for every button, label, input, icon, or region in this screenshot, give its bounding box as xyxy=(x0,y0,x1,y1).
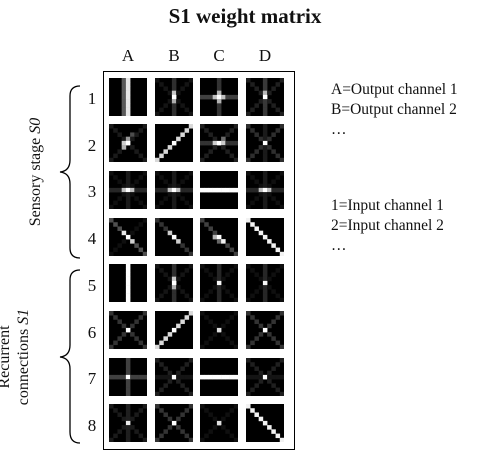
recurrent-connections-brace xyxy=(59,269,81,444)
weight-kernel-5b xyxy=(155,264,193,302)
column-header-a: A xyxy=(121,46,135,65)
weight-kernel-3b xyxy=(155,171,193,209)
output-channel-legend: A=Output channel 1 B=Output channel 2 … xyxy=(331,80,458,140)
weight-kernel-6c xyxy=(200,311,238,349)
column-header-c: C xyxy=(213,46,225,65)
legend-output-a: A=Output channel 1 xyxy=(331,81,458,98)
weight-kernel-2c xyxy=(200,124,238,162)
weight-kernel-4a xyxy=(109,218,147,256)
row-label-3: 3 xyxy=(87,182,97,201)
weight-kernel-6d xyxy=(246,311,284,349)
weight-kernel-5d xyxy=(246,264,284,302)
sensory-stage-brace xyxy=(59,85,81,259)
weight-kernel-2a xyxy=(109,124,147,162)
weight-kernel-3d xyxy=(246,171,284,209)
weight-kernel-1c xyxy=(200,78,238,116)
weight-matrix-grid xyxy=(103,71,295,450)
weight-kernel-7b xyxy=(155,358,193,396)
weight-kernel-7c xyxy=(200,358,238,396)
legend-input-2: 2=Input channel 2 xyxy=(331,217,444,234)
weight-kernel-1a xyxy=(109,78,147,116)
weight-kernel-3c xyxy=(200,171,238,209)
legend-output-b: B=Output channel 2 xyxy=(331,101,457,118)
column-header-d: D xyxy=(258,46,272,65)
row-label-2: 2 xyxy=(87,136,97,155)
legend-input-1: 1=Input channel 1 xyxy=(331,197,444,214)
weight-kernel-6a xyxy=(109,311,147,349)
weight-kernel-8a xyxy=(109,404,147,442)
row-label-7: 7 xyxy=(87,369,97,388)
weight-kernel-8b xyxy=(155,404,193,442)
weight-kernel-4d xyxy=(246,218,284,256)
weight-kernel-7d xyxy=(246,358,284,396)
weight-kernel-1d xyxy=(246,78,284,116)
weight-kernel-8c xyxy=(200,404,238,442)
weight-kernel-2b xyxy=(155,124,193,162)
legend-input-ellipsis: … xyxy=(331,237,347,254)
weight-kernel-5c xyxy=(200,264,238,302)
row-label-1: 1 xyxy=(87,89,97,108)
legend-output-ellipsis: … xyxy=(331,121,347,138)
sensory-stage-label: Sensory stage S0 xyxy=(27,117,44,227)
row-label-8: 8 xyxy=(87,416,97,435)
weight-kernel-6b xyxy=(155,311,193,349)
row-label-4: 4 xyxy=(87,229,97,248)
weight-kernel-4b xyxy=(155,218,193,256)
weight-kernel-3a xyxy=(109,171,147,209)
row-label-5: 5 xyxy=(87,276,97,295)
weight-kernel-7a xyxy=(109,358,147,396)
weight-kernel-5a xyxy=(109,264,147,302)
weight-kernel-4c xyxy=(200,218,238,256)
weight-kernel-8d xyxy=(246,404,284,442)
input-channel-legend: 1=Input channel 1 2=Input channel 2 … xyxy=(331,196,444,256)
recurrent-connections-label: Recurrent connections S1 xyxy=(0,308,32,406)
figure-title: S1 weight matrix xyxy=(168,4,322,28)
weight-kernel-1b xyxy=(155,78,193,116)
row-label-6: 6 xyxy=(87,323,97,342)
column-header-b: B xyxy=(168,46,180,65)
weight-kernel-2d xyxy=(246,124,284,162)
group-braces xyxy=(59,85,81,444)
